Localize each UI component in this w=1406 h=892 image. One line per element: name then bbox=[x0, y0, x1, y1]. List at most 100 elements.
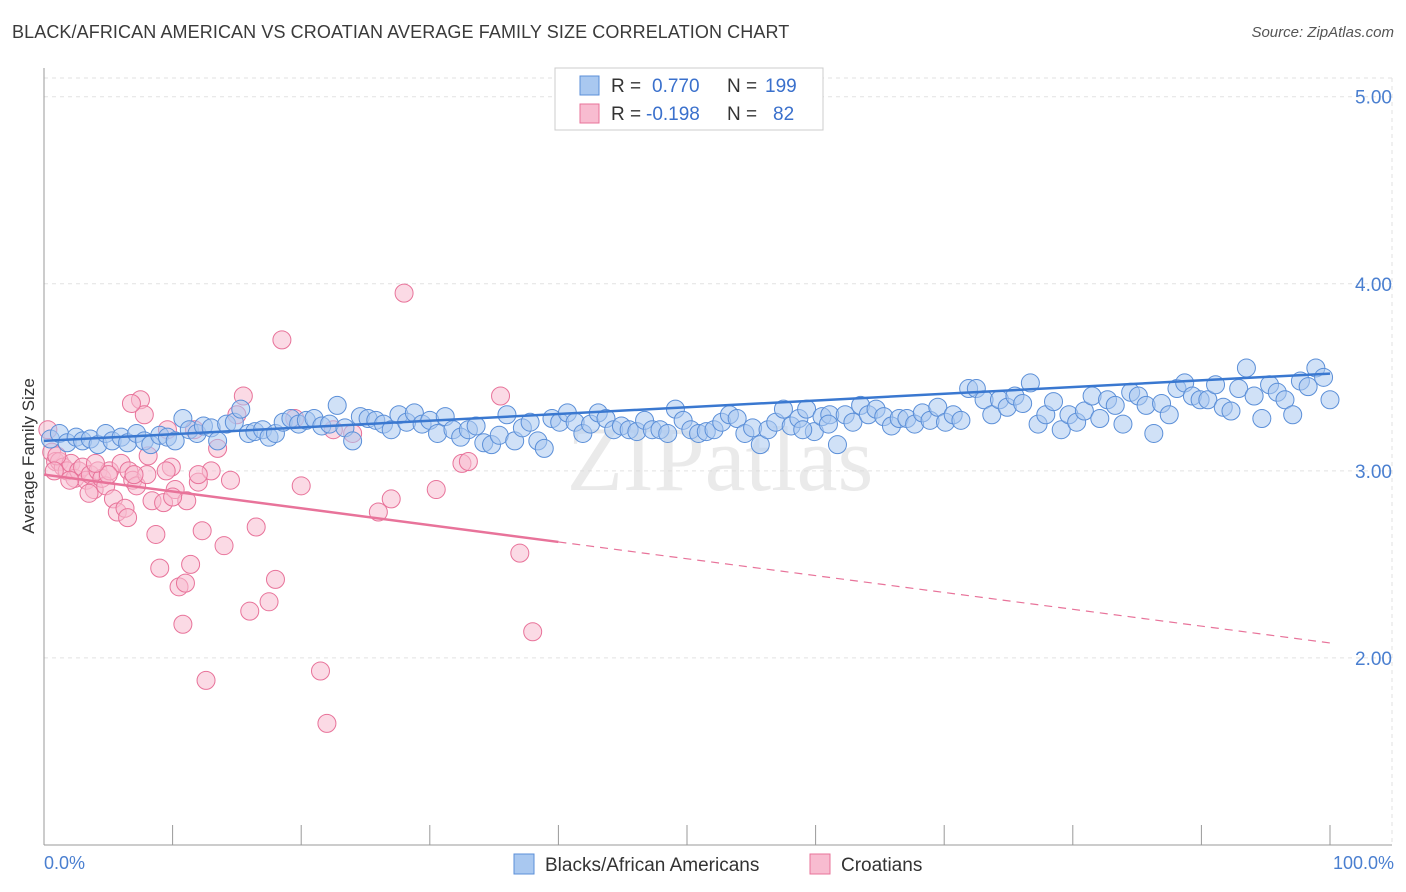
blacks-trend-line bbox=[43, 372, 1331, 443]
croatians-point bbox=[192, 521, 212, 541]
blacks-point bbox=[1320, 390, 1340, 410]
croatians-point bbox=[458, 452, 478, 471]
blacks-point bbox=[1244, 386, 1264, 406]
blacks-point bbox=[1013, 394, 1033, 414]
blacks-point bbox=[1105, 395, 1125, 415]
y-tick-label: 3.00 bbox=[1355, 462, 1392, 483]
bottom-legend-swatch-blue bbox=[513, 853, 535, 875]
blacks-point bbox=[534, 438, 554, 458]
blacks-point bbox=[727, 408, 747, 428]
x-tick-label: 100.0% bbox=[1333, 853, 1394, 873]
blacks-point bbox=[327, 395, 347, 415]
blacks-point bbox=[750, 435, 770, 455]
legend-n-value: 199 bbox=[765, 76, 797, 97]
blacks-point bbox=[1044, 392, 1064, 412]
croatians-point bbox=[510, 543, 530, 563]
croatians-point bbox=[291, 476, 311, 496]
legend-n-label: N = bbox=[727, 104, 757, 125]
blacks-point bbox=[1298, 377, 1318, 397]
bottom-legend-label-pink: Croatians bbox=[841, 855, 922, 876]
blacks-point bbox=[343, 431, 363, 451]
croatians-point bbox=[85, 453, 105, 473]
legend-n-value: 82 bbox=[773, 104, 794, 125]
blacks-point bbox=[381, 420, 401, 440]
croatians-point bbox=[214, 536, 234, 556]
blacks-point bbox=[466, 416, 486, 436]
blacks-point bbox=[1252, 408, 1272, 428]
croatians-point bbox=[317, 713, 337, 733]
croatians-point bbox=[426, 480, 446, 500]
blacks-point bbox=[1090, 408, 1110, 428]
blacks-point bbox=[982, 405, 1002, 425]
bottom-legend-swatch-pink bbox=[809, 853, 831, 875]
croatians-point bbox=[60, 470, 80, 490]
y-axis-label: Average Family Size bbox=[19, 378, 38, 534]
blacks-point bbox=[1074, 401, 1094, 421]
croatians-point bbox=[146, 524, 166, 544]
x-tick-labels: 0.0% 100.0% bbox=[44, 853, 1394, 873]
legend-swatch-pink bbox=[579, 103, 600, 124]
legend-r-value: 0.770 bbox=[652, 76, 700, 97]
croatians-point bbox=[134, 405, 154, 425]
croatians-point bbox=[272, 330, 292, 350]
legend-r-label: R = bbox=[611, 76, 641, 97]
croatians-point bbox=[173, 614, 193, 634]
croatians-point bbox=[246, 517, 266, 537]
blacks-point bbox=[1221, 401, 1241, 421]
blacks-point bbox=[951, 410, 971, 430]
blacks-point bbox=[1198, 390, 1218, 410]
blacks-point bbox=[231, 399, 251, 419]
legend-r-value: -0.198 bbox=[646, 104, 700, 125]
croatians-trend-line bbox=[43, 473, 559, 544]
y-tick-labels: 2.00 3.00 4.00 5.00 bbox=[1355, 88, 1392, 670]
blacks-point bbox=[520, 412, 540, 432]
croatians-point bbox=[368, 502, 388, 522]
blacks-point bbox=[658, 423, 678, 443]
blacks-point bbox=[1113, 414, 1133, 434]
croatians-point bbox=[196, 670, 216, 690]
source-label: Source: ZipAtlas.com bbox=[1251, 24, 1394, 41]
croatians-point bbox=[124, 465, 144, 485]
blacks-point bbox=[1283, 405, 1303, 425]
bottom-legend: Blacks/African Americans Croatians bbox=[513, 853, 922, 876]
croatians-point bbox=[381, 489, 401, 509]
bottom-legend-label-blue: Blacks/African Americans bbox=[545, 855, 759, 876]
croatians-point bbox=[79, 483, 99, 503]
x-tick-label: 0.0% bbox=[44, 853, 85, 873]
blacks-point bbox=[1314, 367, 1334, 387]
croatians-point bbox=[188, 465, 208, 485]
blacks-point bbox=[497, 405, 517, 425]
croatians-point bbox=[310, 661, 330, 681]
blacks-point bbox=[928, 397, 948, 417]
croatians-point bbox=[259, 592, 279, 612]
blacks-point bbox=[793, 420, 813, 440]
croatians-point bbox=[118, 508, 138, 528]
croatians-trend-extension bbox=[558, 541, 1331, 644]
croatians-point bbox=[491, 386, 511, 406]
legend-n-label: N = bbox=[727, 76, 757, 97]
croatians-point bbox=[150, 558, 170, 578]
legend-swatch-blue bbox=[579, 75, 600, 96]
blacks-point bbox=[208, 431, 228, 451]
blacks-point bbox=[818, 414, 838, 434]
trend-lines bbox=[43, 372, 1331, 644]
blacks-point bbox=[843, 412, 863, 432]
chart-title: BLACK/AFRICAN AMERICAN VS CROATIAN AVERA… bbox=[12, 22, 790, 42]
croatians-point bbox=[181, 554, 201, 574]
blacks-point bbox=[827, 435, 847, 455]
y-tick-label: 4.00 bbox=[1355, 275, 1392, 296]
legend: R = 0.770 N = 199 R = -0.198 N = 82 bbox=[554, 67, 824, 131]
croatians-point bbox=[175, 573, 195, 593]
legend-r-label: R = bbox=[611, 104, 641, 125]
y-tick-label: 2.00 bbox=[1355, 649, 1392, 670]
croatians-point bbox=[265, 569, 285, 589]
blacks-point bbox=[1144, 423, 1164, 443]
y-tick-label: 5.00 bbox=[1355, 88, 1392, 109]
blacks-point bbox=[165, 431, 185, 451]
croatians-point bbox=[240, 601, 260, 621]
croatians-point bbox=[156, 461, 176, 481]
croatians-point bbox=[220, 470, 240, 490]
croatians-point bbox=[121, 394, 141, 414]
croatians-points bbox=[38, 283, 543, 733]
